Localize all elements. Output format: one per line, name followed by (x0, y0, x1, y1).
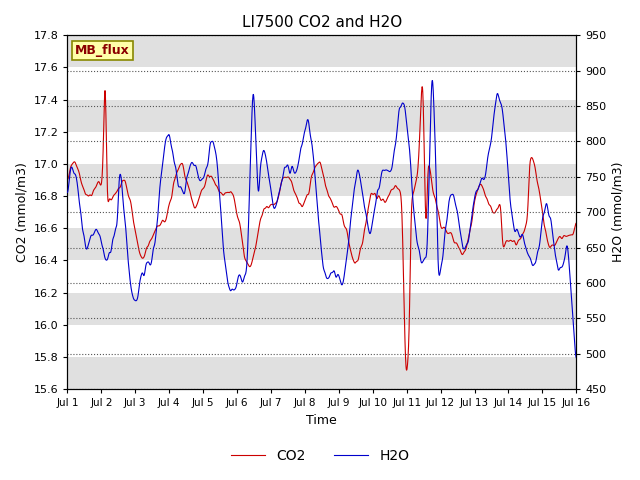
H2O (465, 238, 472, 244)
Line: CO2: CO2 (67, 87, 576, 370)
H2O (311, 172, 319, 178)
CO2 (419, 84, 426, 90)
Title: LI7500 CO2 and H2O: LI7500 CO2 and H2O (242, 15, 402, 30)
H2O (428, 78, 436, 84)
CO2 (558, 236, 566, 241)
Bar (67, 292, 576, 324)
CO2 (90, 188, 97, 193)
H2O (558, 264, 566, 270)
CO2 (465, 234, 472, 240)
Y-axis label: CO2 (mmol/m3): CO2 (mmol/m3) (15, 162, 28, 262)
CO2 (311, 165, 319, 170)
Legend: CO2, H2O: CO2, H2O (225, 443, 415, 468)
Line: H2O: H2O (67, 81, 576, 358)
CO2 (558, 236, 566, 241)
Bar (67, 228, 576, 261)
CO2 (298, 203, 305, 209)
CO2 (403, 367, 410, 373)
Bar (67, 357, 576, 389)
X-axis label: Time: Time (307, 414, 337, 427)
CO2 (63, 177, 71, 182)
Text: MB_flux: MB_flux (75, 44, 130, 57)
CO2 (572, 220, 580, 226)
H2O (572, 355, 580, 360)
H2O (90, 232, 97, 238)
H2O (63, 190, 71, 195)
Bar (67, 164, 576, 196)
Y-axis label: H2O (mmol/m3): H2O (mmol/m3) (612, 162, 625, 263)
H2O (557, 264, 565, 270)
Bar (67, 100, 576, 132)
Bar (67, 36, 576, 68)
H2O (298, 144, 305, 149)
